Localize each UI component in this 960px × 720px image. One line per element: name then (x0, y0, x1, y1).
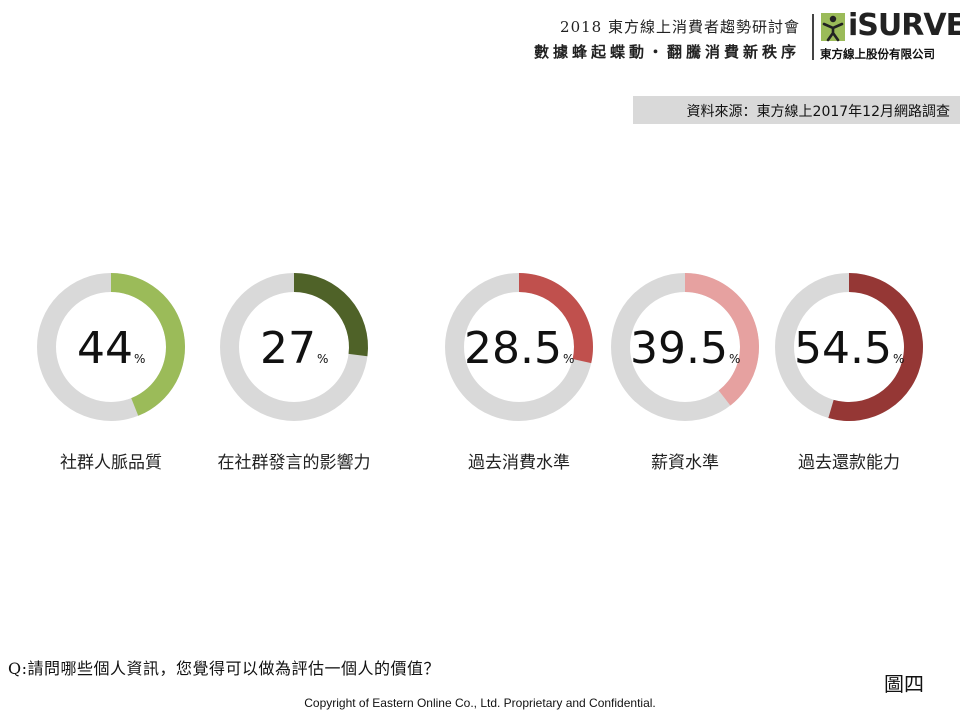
donut-5: 54.5 % 過去還款能力 (775, 273, 923, 473)
donut-3: 28.5 % 過去消費水準 (445, 273, 593, 473)
logo-wordmark: iSURVEY (848, 8, 960, 43)
donut-category-label: 過去還款能力 (798, 453, 900, 473)
donut-1: 44 % 社群人脈品質 (37, 273, 186, 473)
donut-value-arc (519, 273, 593, 364)
donut-value-label: 54.5 (794, 323, 892, 374)
donut-value-arc (685, 273, 759, 406)
conference-title: 2018 東方線上消費者趨勢研討會 (560, 18, 800, 36)
copyright-notice: Copyright of Eastern Online Co., Ltd. Pr… (304, 696, 656, 710)
donut-4: 39.5 % 薪資水準 (611, 273, 759, 473)
donut-category-label: 過去消費水準 (468, 453, 570, 473)
percent-sign: % (893, 352, 904, 366)
conference-subtitle: 數據蜂起蝶動・翻騰消費新秩序 (533, 43, 800, 61)
donut-charts: 44 % 社群人脈品質 27 % 在社群發言的影響力 28.5 % 過去消費水準 39.5 % 薪資水… (37, 273, 923, 473)
source-note: 資料來源：東方線上2017年12月網路調查 (686, 104, 950, 120)
donut-2: 27 % 在社群發言的影響力 (218, 273, 371, 473)
donut-category-label: 社群人脈品質 (60, 453, 162, 473)
donut-chart-area: 44% 社群人脈品質 27% 在社群發言的影響力 28.5% 過去消費水準 39.5% 薪資水… (0, 270, 960, 490)
donut-value-label: 44 (77, 323, 133, 374)
figure-label: 圖四 (884, 672, 924, 696)
donut-value-arc (294, 273, 368, 357)
survey-question: Q:請問哪些個人資訊，您覺得可以做為評估一個人的價值？ (8, 659, 441, 678)
company-name: 東方線上股份有限公司 (820, 47, 935, 61)
percent-sign: % (317, 352, 328, 366)
donut-value-label: 28.5 (464, 323, 562, 374)
header: 2018 東方線上消費者趨勢研討會 數據蜂起蝶動・翻騰消費新秩序 iSURVEY… (0, 8, 960, 70)
percent-sign: % (729, 352, 740, 366)
isurvey-figure-icon (821, 13, 845, 42)
header-divider (812, 14, 814, 60)
percent-sign: % (563, 352, 574, 366)
donut-value-label: 39.5 (630, 323, 728, 374)
source-note-bar: 資料來源：東方線上2017年12月網路調查 (633, 96, 960, 124)
donut-value-label: 27 (260, 323, 316, 374)
isurvey-logo: iSURVEY 東方線上股份有限公司 (820, 8, 960, 66)
donut-value-arc (111, 273, 186, 416)
percent-sign: % (134, 352, 145, 366)
donut-category-label: 在社群發言的影響力 (218, 453, 371, 473)
donut-value-arc (828, 273, 923, 421)
donut-category-label: 薪資水準 (651, 453, 719, 473)
